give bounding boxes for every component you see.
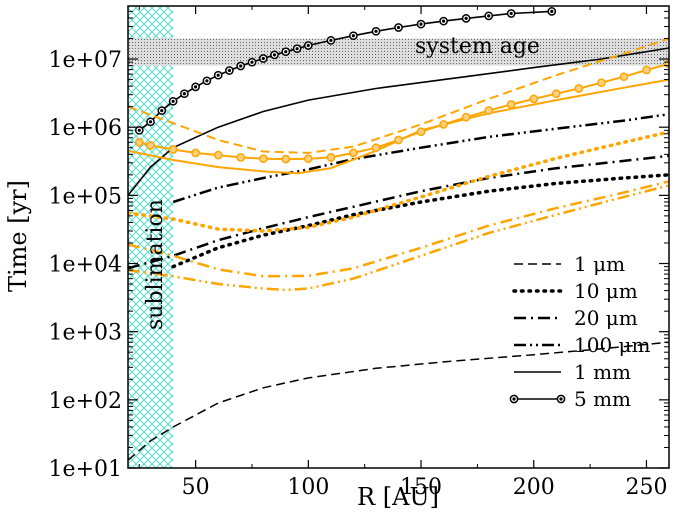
series-marker-orange bbox=[326, 153, 336, 162]
legend-label: 100 μm bbox=[574, 333, 651, 357]
series-marker-dot bbox=[272, 53, 277, 57]
series-marker-orange bbox=[303, 154, 313, 164]
y-tick-label: 1e+02 bbox=[49, 389, 122, 414]
y-tick-label: 1e+01 bbox=[49, 457, 122, 482]
series-marker-dot bbox=[442, 19, 446, 23]
x-tick-label: 250 bbox=[625, 475, 667, 500]
y-axis: 1e+01 1e+02 1e+03 1e+04 1e+05 1e+06 1e+07 bbox=[49, 5, 669, 482]
series-marker-orange bbox=[461, 112, 471, 122]
series-marker-dot bbox=[194, 85, 198, 89]
series-marker-orange bbox=[574, 84, 584, 93]
legend: 1 μm 10 μm 20 μm 100 μm 1 mm 5 mm bbox=[509, 252, 651, 411]
x-tick-label: 150 bbox=[400, 475, 442, 500]
series-marker-dot bbox=[374, 29, 378, 33]
series-marker-orange bbox=[281, 154, 291, 164]
series-line-black-solid bbox=[128, 47, 669, 196]
x-tick-label: 50 bbox=[182, 475, 210, 500]
plot-frame bbox=[127, 5, 670, 469]
series-marker-orange bbox=[213, 150, 223, 160]
system-age-label: system age bbox=[415, 34, 540, 59]
series-marker-dot bbox=[261, 56, 265, 61]
legend-label: 10 μm bbox=[574, 279, 638, 303]
series-line-orange-dotted bbox=[128, 130, 669, 233]
series-marker-dot bbox=[464, 16, 468, 20]
series-marker-dot bbox=[396, 25, 401, 30]
series-marker-orange bbox=[619, 72, 629, 82]
legend-label: 1 mm bbox=[574, 360, 631, 384]
series-marker-dot bbox=[216, 73, 220, 77]
series-marker-dot bbox=[419, 22, 423, 26]
legend-label: 1 μm bbox=[574, 252, 625, 276]
series-marker-dot bbox=[171, 99, 175, 103]
series-marker-orange bbox=[371, 143, 381, 153]
series-marker-dot bbox=[351, 34, 355, 38]
series-marker-dot bbox=[148, 120, 153, 124]
x-axis: 50 100 150 200 250 bbox=[138, 6, 667, 500]
series-marker-dot bbox=[182, 92, 186, 96]
x-axis-label: R [AU] bbox=[357, 483, 439, 511]
series-marker-dot bbox=[205, 79, 209, 83]
series-marker-orange bbox=[168, 145, 178, 154]
series-marker-orange bbox=[439, 120, 448, 129]
x-tick-label: 200 bbox=[513, 475, 555, 500]
series-marker-orange bbox=[258, 154, 268, 164]
y-tick-label: 1e+05 bbox=[49, 184, 122, 209]
series-marker-orange bbox=[642, 65, 651, 75]
series-layer bbox=[128, 7, 669, 461]
x-tick-label: 100 bbox=[287, 475, 329, 500]
series-marker-orange bbox=[551, 89, 561, 99]
series-line-black-dashdotdot bbox=[172, 112, 669, 204]
y-tick-label: 1e+03 bbox=[49, 321, 122, 346]
legend-label: 5 mm bbox=[574, 387, 631, 411]
y-tick-label: 1e+04 bbox=[49, 253, 122, 278]
series-marker-dot bbox=[329, 38, 333, 43]
series-marker-orange bbox=[191, 148, 200, 158]
series-marker-dot bbox=[227, 68, 231, 73]
series-line-orange-solid bbox=[128, 78, 669, 175]
plot-area: system age sublimation bbox=[127, 5, 670, 469]
legend-marker-dot bbox=[559, 397, 563, 401]
y-tick-label: 1e+07 bbox=[49, 48, 122, 73]
series-line-orange-dashdotdot bbox=[128, 184, 669, 292]
series-marker-orange bbox=[597, 78, 606, 88]
series-line-black-dashed bbox=[128, 341, 669, 461]
series-marker-dot bbox=[306, 43, 310, 48]
series-marker-orange bbox=[146, 141, 155, 150]
series-marker-dot bbox=[487, 14, 491, 18]
series-marker-dot bbox=[295, 47, 299, 51]
series-marker-dot bbox=[284, 50, 288, 54]
series-marker-orange bbox=[349, 148, 358, 158]
series-marker-dot bbox=[160, 109, 164, 113]
sublimation-label: sublimation bbox=[143, 199, 168, 330]
series-marker-orange bbox=[394, 135, 403, 145]
y-tick-label: 1e+06 bbox=[49, 116, 122, 141]
sublimation-region bbox=[128, 6, 174, 468]
series-marker-orange bbox=[484, 106, 494, 115]
series-line-orange-dashdot bbox=[128, 180, 669, 278]
series-marker-dot bbox=[250, 60, 254, 64]
series-marker-orange bbox=[529, 94, 539, 104]
series-line-black-dotted bbox=[171, 173, 669, 269]
series-marker-orange bbox=[416, 127, 426, 137]
series-marker-dot bbox=[550, 9, 554, 13]
series-marker-dot bbox=[137, 128, 141, 132]
y-axis-label: Time [yr] bbox=[4, 180, 32, 292]
legend-marker-dot bbox=[512, 397, 516, 401]
series-marker-dot bbox=[509, 11, 513, 16]
legend-label: 20 μm bbox=[574, 306, 638, 330]
system-age-band bbox=[128, 38, 669, 66]
series-marker-orange bbox=[134, 137, 144, 147]
series-marker-orange bbox=[506, 100, 516, 109]
series-line-black-dashdot bbox=[128, 154, 669, 270]
series-marker-orange bbox=[236, 153, 246, 162]
series-marker-dot bbox=[239, 64, 243, 68]
